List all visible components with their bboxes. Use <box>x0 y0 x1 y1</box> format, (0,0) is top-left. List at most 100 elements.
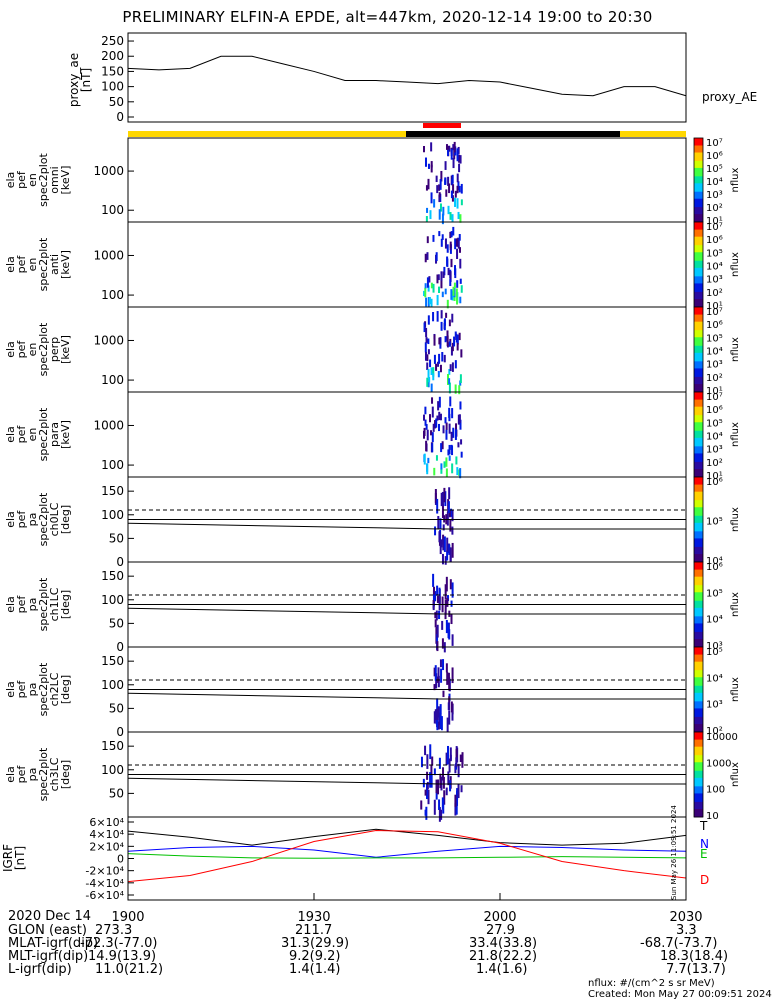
spectrogram-pixel <box>455 456 458 465</box>
colorbar-segment <box>694 465 703 468</box>
panel-ylabel: ch1LC <box>48 587 61 621</box>
panel-ylabel: [keV] <box>59 250 72 279</box>
ytick-label: 100 <box>101 288 124 302</box>
spectrogram-pixel <box>444 161 447 170</box>
panel-ylabel: perp <box>48 337 61 362</box>
spectrogram-pixel <box>429 210 432 220</box>
colorbar-segment <box>694 159 703 161</box>
colorbar-segment <box>694 749 703 751</box>
spectrogram-pixel <box>459 214 462 223</box>
pitch-angle-pixel <box>429 744 432 760</box>
pitch-angle-pixel <box>446 756 449 765</box>
footer-label-l: L-igrf(dip) <box>8 962 72 977</box>
colorbar-segment <box>694 515 703 518</box>
colorbar-segment <box>694 154 703 157</box>
spectrogram-pixel <box>425 440 428 452</box>
colorbar-segment <box>694 362 703 365</box>
colorbar-segment <box>694 353 703 356</box>
colorbar-tick-label: 10² <box>706 373 723 384</box>
colorbar-segment <box>694 372 703 375</box>
colorbar-segment <box>694 671 703 673</box>
spectrogram-pixel <box>440 310 443 319</box>
colorbar-segment <box>694 373 703 376</box>
colorbar-segment <box>694 452 703 455</box>
spectrogram-pixel <box>443 319 446 331</box>
colorbar-segment <box>694 553 703 556</box>
spectrogram-pixel <box>450 231 453 238</box>
colorbar-segment <box>694 431 703 434</box>
colorbar-segment <box>694 492 703 495</box>
pitch-angle-pixel <box>438 610 441 620</box>
spectrogram-pixel <box>440 238 443 247</box>
colorbar-segment <box>694 227 703 230</box>
colorbar-segment <box>694 267 703 270</box>
colorbar-segment <box>694 761 703 764</box>
pitch-angle-pixel <box>457 784 460 798</box>
panel-ylabel: [deg] <box>59 590 72 619</box>
panel-ylabel: pa <box>26 513 39 527</box>
footer-mlat-0: -72.3(-77.0) <box>80 936 158 951</box>
colorbar-segment <box>694 683 703 686</box>
colorbar-segment <box>694 598 703 601</box>
spectrogram-pixel <box>444 238 447 249</box>
colorbar-segment <box>694 149 703 152</box>
colorbar-segment <box>694 319 703 322</box>
colorbar-segment <box>694 699 703 702</box>
colorbar-segment <box>694 273 703 275</box>
spectrogram-pixel <box>438 231 441 237</box>
spectrogram-pixel <box>425 297 428 307</box>
colorbar-segment <box>694 756 703 758</box>
colorbar-segment <box>694 764 703 767</box>
footer-label-mlat: MLAT-igrf(dip) <box>8 936 99 951</box>
colorbar-segment <box>694 557 703 560</box>
colorbar-segment <box>694 299 703 302</box>
spectrogram-pixel <box>430 142 433 152</box>
pitch-angle-pixel <box>454 794 457 807</box>
spectrogram-pixel <box>450 431 453 442</box>
spectrogram-pixel <box>435 455 438 461</box>
colorbar-segment <box>694 815 703 818</box>
colorbar-segment <box>694 366 703 369</box>
colorbar-segment <box>694 167 703 170</box>
igrf-legend-N: N <box>700 837 709 851</box>
colorbar-tick-label: 10⁵ <box>706 333 723 344</box>
colorbar-segment <box>694 597 703 600</box>
pitch-angle-pixel <box>455 757 458 768</box>
pitch-angle-pixel <box>426 754 429 769</box>
colorbar-tick-label: 10⁷ <box>706 138 723 149</box>
spectrogram-pixel <box>447 267 450 276</box>
spectrogram-pixel <box>438 192 441 198</box>
colorbar-segment <box>694 474 703 477</box>
spectrogram-pixel <box>423 145 426 153</box>
spectrogram-pixel <box>457 146 460 154</box>
colorbar-segment <box>694 305 703 308</box>
colorbar-segment <box>694 399 703 401</box>
pitch-angle-pixel <box>451 582 454 598</box>
spectrogram-pixel <box>451 178 454 186</box>
pitch-angle-pixel <box>444 599 447 615</box>
spectrogram-pixel <box>454 429 457 440</box>
colorbar-segment <box>694 168 703 171</box>
colorbar-segment <box>694 457 703 460</box>
spectrogram-pixel <box>452 286 455 296</box>
colorbar-segment <box>694 384 703 387</box>
colorbar-segment <box>694 689 703 692</box>
colorbar-segment <box>694 814 703 817</box>
colorbar-segment <box>694 634 703 637</box>
colorbar-segment <box>694 608 703 611</box>
pitch-angle-pixel <box>440 668 443 683</box>
spectrogram-pixel <box>426 463 429 475</box>
pitch-angle-pixel <box>433 684 436 691</box>
colorbar-segment <box>694 542 703 545</box>
colorbar-segment <box>694 693 703 696</box>
spectrogram-pixel <box>448 444 451 455</box>
colorbar-segment <box>694 213 703 216</box>
colorbar-segment <box>694 562 703 564</box>
colorbar-segment <box>694 630 703 632</box>
colorbar-segment <box>694 145 703 147</box>
spectrogram-pixel <box>441 213 444 225</box>
colorbar-segment <box>694 178 703 181</box>
colorbar-segment <box>694 451 703 454</box>
colorbar-segment <box>694 261 703 264</box>
colorbar-segment <box>694 607 703 610</box>
